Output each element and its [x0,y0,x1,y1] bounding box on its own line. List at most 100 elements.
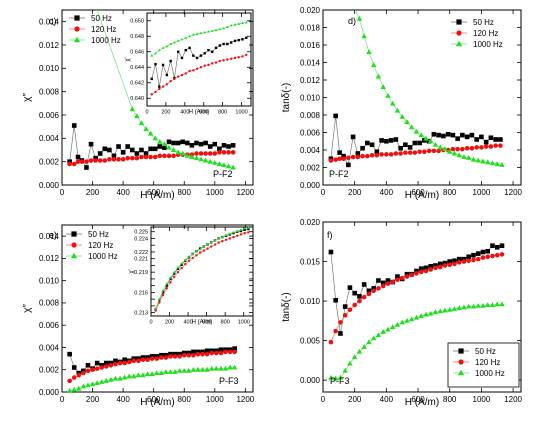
y-tick-label: 0.006 [39,321,60,330]
y-tick-label: 0.642 [130,81,144,87]
data-point [466,258,472,264]
x-tick-label: 0 [321,395,326,404]
x-tick-label: 400 [380,188,394,197]
y-tick-label: 0.000 [300,376,321,385]
data-point [194,140,199,146]
legend-label: 1000 Hz [475,369,505,378]
data-point [475,157,481,163]
data-point [161,293,165,297]
data-point [437,308,443,314]
data-point [161,63,165,67]
data-point [460,132,465,138]
data-point [403,150,408,155]
legend-marker [457,369,465,376]
data-point [169,42,173,46]
data-point [375,332,382,338]
panel-e: 0 200 400 600 800 1000 1200 0.000 0.002 0.004 0.00… [22,224,255,408]
data-point [180,261,184,265]
data-point [333,157,338,162]
legend-label: 50 Hz [91,14,112,23]
data-point [210,29,214,32]
series-1000-hz [96,9,236,170]
x-tick-label: 200 [86,395,100,404]
data-point [221,150,227,155]
data-point [175,140,181,146]
data-point [199,54,203,57]
data-point [499,243,505,249]
data-point [479,134,484,140]
data-point [140,372,146,378]
data-point [103,377,110,383]
data-point [450,146,456,152]
data-point [480,302,486,308]
data-point [347,360,353,366]
data-point [469,145,475,151]
data-point [341,153,346,159]
data-point [470,156,477,162]
data-point [431,148,437,154]
data-point [85,368,91,374]
y-axis-label: χ″ [22,304,33,313]
data-point [191,33,195,36]
series-120-hz [328,252,505,345]
data-point [111,153,117,159]
data-point [165,282,169,285]
data-point [169,281,172,284]
data-point [67,378,72,384]
series-50-hz [67,123,236,170]
data-point [328,158,334,163]
data-point [157,48,161,52]
data-point [135,372,142,378]
data-point [199,366,206,372]
data-point [337,156,342,162]
data-point [442,146,448,152]
x-tick-label: 800 [221,320,230,326]
data-point [229,23,233,27]
data-point [342,367,348,373]
data-point [361,294,367,300]
data-point [423,311,429,317]
data-point [150,77,153,81]
data-point [394,107,401,113]
data-point [427,310,434,316]
data-point [470,303,477,309]
data-point [195,366,201,372]
y-tick-label: 0.222 [134,250,148,256]
data-point [442,263,448,268]
data-point [366,339,372,345]
data-point [244,20,248,24]
data-point [193,155,200,161]
data-point [356,15,363,21]
data-point [158,87,161,91]
data-point [200,351,205,357]
data-point [371,286,376,291]
data-point [107,157,112,162]
y-tick-label: 0.004 [300,146,321,155]
data-point [447,259,453,264]
data-point [485,254,491,260]
legend: 50 Hz 120 Hz 1000 Hz [451,18,503,49]
data-point [237,22,241,25]
data-point [409,272,415,278]
data-point [229,41,233,44]
data-point [484,159,491,165]
data-point [211,62,214,65]
data-point [418,269,424,275]
data-point [380,283,386,289]
data-point [161,46,165,49]
data-point [232,346,237,351]
data-point [154,307,158,310]
x-tick-label: 1000 [206,188,224,197]
data-point [452,261,457,267]
data-point [428,267,434,272]
data-point [475,256,481,262]
data-point [120,150,126,155]
series-line [155,232,249,311]
data-point [450,132,456,138]
data-point [480,249,486,255]
legend-label: 120 Hz [475,358,500,367]
data-point [221,239,224,243]
y-tick-label: 0.644 [130,65,144,71]
data-point [218,27,222,31]
data-point [169,277,172,281]
